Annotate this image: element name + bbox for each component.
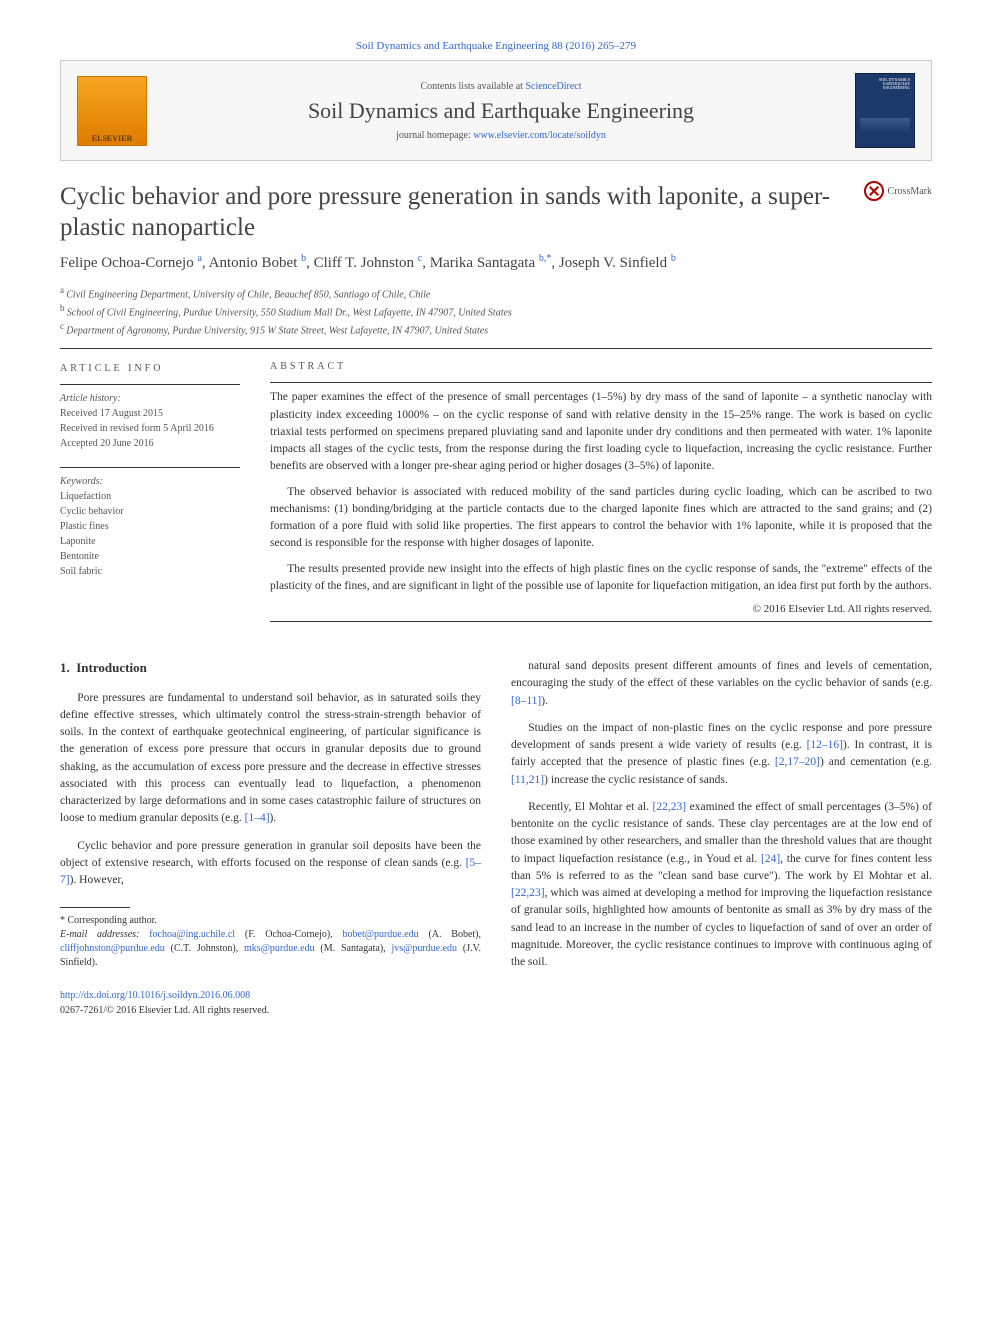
abstract-paragraph: The observed behavior is associated with…	[270, 484, 932, 553]
author-affiliation-marker: b	[671, 253, 676, 264]
reference-link[interactable]: [1–4]	[245, 812, 270, 824]
author-email-link[interactable]: jvs@purdue.edu	[391, 943, 457, 954]
abstract-paragraph: The results presented provide new insigh…	[270, 561, 932, 596]
abstract-copyright: © 2016 Elsevier Ltd. All rights reserved…	[270, 603, 932, 615]
crossmark-label: CrossMark	[888, 186, 932, 197]
author-email-link[interactable]: mks@purdue.edu	[244, 943, 315, 954]
affiliation-link[interactable]: c	[418, 253, 422, 264]
journal-masthead: ELSEVIER Contents lists available at Sci…	[60, 60, 932, 161]
history-line: Received in revised form 5 April 2016	[60, 421, 240, 436]
keyword: Bentonite	[60, 549, 240, 564]
reference-link[interactable]: [22,23]	[511, 887, 545, 899]
body-paragraph: Cyclic behavior and pore pressure genera…	[60, 838, 481, 890]
history-label: Article history:	[60, 391, 240, 406]
author-name: Joseph V. Sinfield b	[559, 255, 676, 271]
contents-prefix: Contents lists available at	[420, 81, 525, 92]
doi-block: http://dx.doi.org/10.1016/j.soildyn.2016…	[60, 988, 481, 1018]
keyword: Laponite	[60, 534, 240, 549]
homepage-link[interactable]: www.elsevier.com/locate/soildyn	[473, 130, 606, 141]
corresponding-author-label: * Corresponding author.	[60, 914, 481, 928]
homepage-prefix: journal homepage:	[396, 130, 473, 141]
body-paragraph: natural sand deposits present different …	[511, 658, 932, 710]
reference-link[interactable]: [8–11]	[511, 695, 541, 707]
authors-line: Felipe Ochoa-Cornejo a, Antonio Bobet b,…	[60, 252, 932, 274]
body-paragraph: Studies on the impact of non-plastic fin…	[511, 720, 932, 789]
keyword: Soil fabric	[60, 564, 240, 579]
crossmark-button[interactable]: CrossMark	[864, 181, 932, 201]
article-info-heading: ARTICLE INFO	[60, 361, 240, 376]
top-rule	[60, 348, 932, 349]
affiliation-line: c Department of Agronomy, Purdue Univers…	[60, 320, 932, 338]
author-email-link[interactable]: bobet@purdue.edu	[343, 929, 419, 940]
emails-label: E-mail addresses:	[60, 929, 139, 940]
history-line: Received 17 August 2015	[60, 406, 240, 421]
abstract-paragraph: The paper examines the effect of the pre…	[270, 389, 932, 475]
abstract-heading: ABSTRACT	[270, 361, 932, 372]
affiliation-link[interactable]: b	[301, 253, 306, 264]
affiliation-line: a Civil Engineering Department, Universi…	[60, 284, 932, 302]
section-1-heading: 1. Introduction	[60, 658, 481, 678]
contents-available-line: Contents lists available at ScienceDirec…	[147, 81, 855, 92]
author-name: Marika Santagata b,*	[430, 255, 552, 271]
sciencedirect-link[interactable]: ScienceDirect	[525, 81, 581, 92]
article-info-col: ARTICLE INFO Article history: Received 1…	[60, 361, 240, 628]
history-line: Accepted 20 June 2016	[60, 436, 240, 451]
affiliation-link[interactable]: a	[197, 253, 201, 264]
keyword: Liquefaction	[60, 489, 240, 504]
author-affiliation-marker: c	[418, 253, 422, 264]
issn-line: 0267-7261/© 2016 Elsevier Ltd. All right…	[60, 1003, 481, 1018]
affiliation-link[interactable]: b	[539, 253, 544, 264]
keyword: Plastic fines	[60, 519, 240, 534]
body-paragraph: Pore pressures are fundamental to unders…	[60, 690, 481, 828]
affiliations-block: a Civil Engineering Department, Universi…	[60, 284, 932, 339]
reference-link[interactable]: [24]	[761, 853, 780, 865]
keyword: Cyclic behavior	[60, 504, 240, 519]
crossmark-icon	[864, 181, 884, 201]
body-right-col: natural sand deposits present different …	[511, 658, 932, 1018]
doi-link[interactable]: http://dx.doi.org/10.1016/j.soildyn.2016…	[60, 990, 250, 1001]
affiliation-line: b School of Civil Engineering, Purdue Un…	[60, 302, 932, 320]
keywords-label: Keywords:	[60, 474, 240, 489]
author-email-link[interactable]: cliffjohnston@purdue.edu	[60, 943, 165, 954]
author-affiliation-marker: b	[301, 253, 306, 264]
journal-title: Soil Dynamics and Earthquake Engineering	[147, 98, 855, 124]
author-name: Antonio Bobet b	[209, 255, 307, 271]
author-name: Cliff T. Johnston c	[314, 255, 423, 271]
abstract-col: ABSTRACT The paper examines the effect o…	[270, 361, 932, 628]
elsevier-logo-icon: ELSEVIER	[77, 76, 147, 146]
author-name: Felipe Ochoa-Cornejo a	[60, 255, 202, 271]
reference-link[interactable]: [5–7]	[60, 857, 481, 886]
reference-link[interactable]: [11,21]	[511, 774, 544, 786]
journal-cover-icon: SOIL DYNAMICS EARTHQUAKE ENGINEERING	[855, 73, 915, 148]
author-email-link[interactable]: fochoa@ing.uchile.cl	[149, 929, 235, 940]
article-title: Cyclic behavior and pore pressure genera…	[60, 181, 840, 244]
reference-link[interactable]: [2,17–20]	[775, 756, 820, 768]
reference-link[interactable]: [12–16]	[807, 739, 843, 751]
author-affiliation-marker: a	[197, 253, 201, 264]
author-affiliation-marker: b,*	[539, 253, 552, 264]
journal-homepage-line: journal homepage: www.elsevier.com/locat…	[147, 130, 855, 141]
affiliation-link[interactable]: b	[671, 253, 676, 264]
body-left-col: 1. Introduction Pore pressures are funda…	[60, 658, 481, 1018]
footnote-block: * Corresponding author. E-mail addresses…	[60, 907, 481, 970]
running-head-link[interactable]: Soil Dynamics and Earthquake Engineering…	[60, 40, 932, 52]
body-paragraph: Recently, El Mohtar et al. [22,23] exami…	[511, 799, 932, 972]
reference-link[interactable]: [22,23]	[653, 801, 687, 813]
